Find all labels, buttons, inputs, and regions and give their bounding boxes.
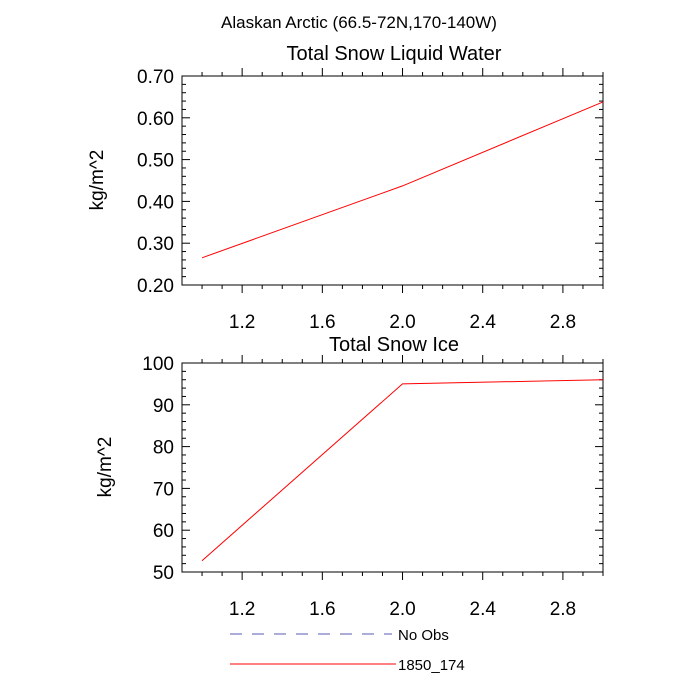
figure-suptitle: Alaskan Arctic (66.5-72N,170-140W) xyxy=(221,13,497,32)
y-tick-label: 70 xyxy=(153,479,174,500)
y-tick-label: 90 xyxy=(153,396,174,417)
panel-snow-ice: Total Snow Ice kg/m^2 50 60 70 80 90 100 1.2 1.… xyxy=(95,334,604,620)
x-tick-label: 1.2 xyxy=(229,599,255,620)
x-tick-label: 1.2 xyxy=(229,312,255,333)
y-axis-label: kg/m^2 xyxy=(87,150,108,211)
x-tick-label: 2.8 xyxy=(550,599,576,620)
panel-title: Total Snow Ice xyxy=(329,334,459,356)
plot-marks: 50 60 70 80 90 100 1.2 1.6 2.0 2.4 2.8 xyxy=(142,354,604,620)
y-tick-label: 0.50 xyxy=(137,151,174,172)
plot-frame xyxy=(181,75,604,286)
series-line xyxy=(201,379,604,562)
x-tick-label: 2.4 xyxy=(470,599,497,620)
y-axis-label: kg/m^2 xyxy=(95,437,116,498)
y-tick-label: 0.20 xyxy=(137,276,174,297)
y-tick-label: 50 xyxy=(153,563,174,584)
y-tick-label: 60 xyxy=(153,521,174,542)
x-tick-label: 1.6 xyxy=(309,312,335,333)
x-tick-label: 2.4 xyxy=(470,312,497,333)
legend-label-no-obs: No Obs xyxy=(398,627,449,644)
panel-liquid-water: Total Snow Liquid Water kg/m^2 0.200.300… xyxy=(87,43,604,333)
y-tick-label: 100 xyxy=(142,354,174,375)
y-tick-label: 0.60 xyxy=(137,109,174,130)
plot-frame xyxy=(181,362,604,573)
x-tick-label: 2.0 xyxy=(389,312,415,333)
y-tick-label: 80 xyxy=(153,438,174,459)
y-tick-label: 0.40 xyxy=(137,192,174,213)
y-tick-label: 0.70 xyxy=(137,67,174,88)
x-tick-label: 2.8 xyxy=(550,312,576,333)
legend-label-1850-174: 1850_174 xyxy=(398,657,465,674)
legend: No Obs 1850_174 xyxy=(230,627,465,674)
panel-title: Total Snow Liquid Water xyxy=(287,43,502,65)
plot-marks: 0.20 0.30 0.40 0.50 0.60 0.70 1.2 1.6 2.0 2.4 2.8 xyxy=(137,67,604,333)
x-tick-label: 2.0 xyxy=(389,599,415,620)
x-tick-label: 1.6 xyxy=(309,599,335,620)
y-tick-label: 0.30 xyxy=(137,234,174,255)
series-line xyxy=(201,101,604,259)
